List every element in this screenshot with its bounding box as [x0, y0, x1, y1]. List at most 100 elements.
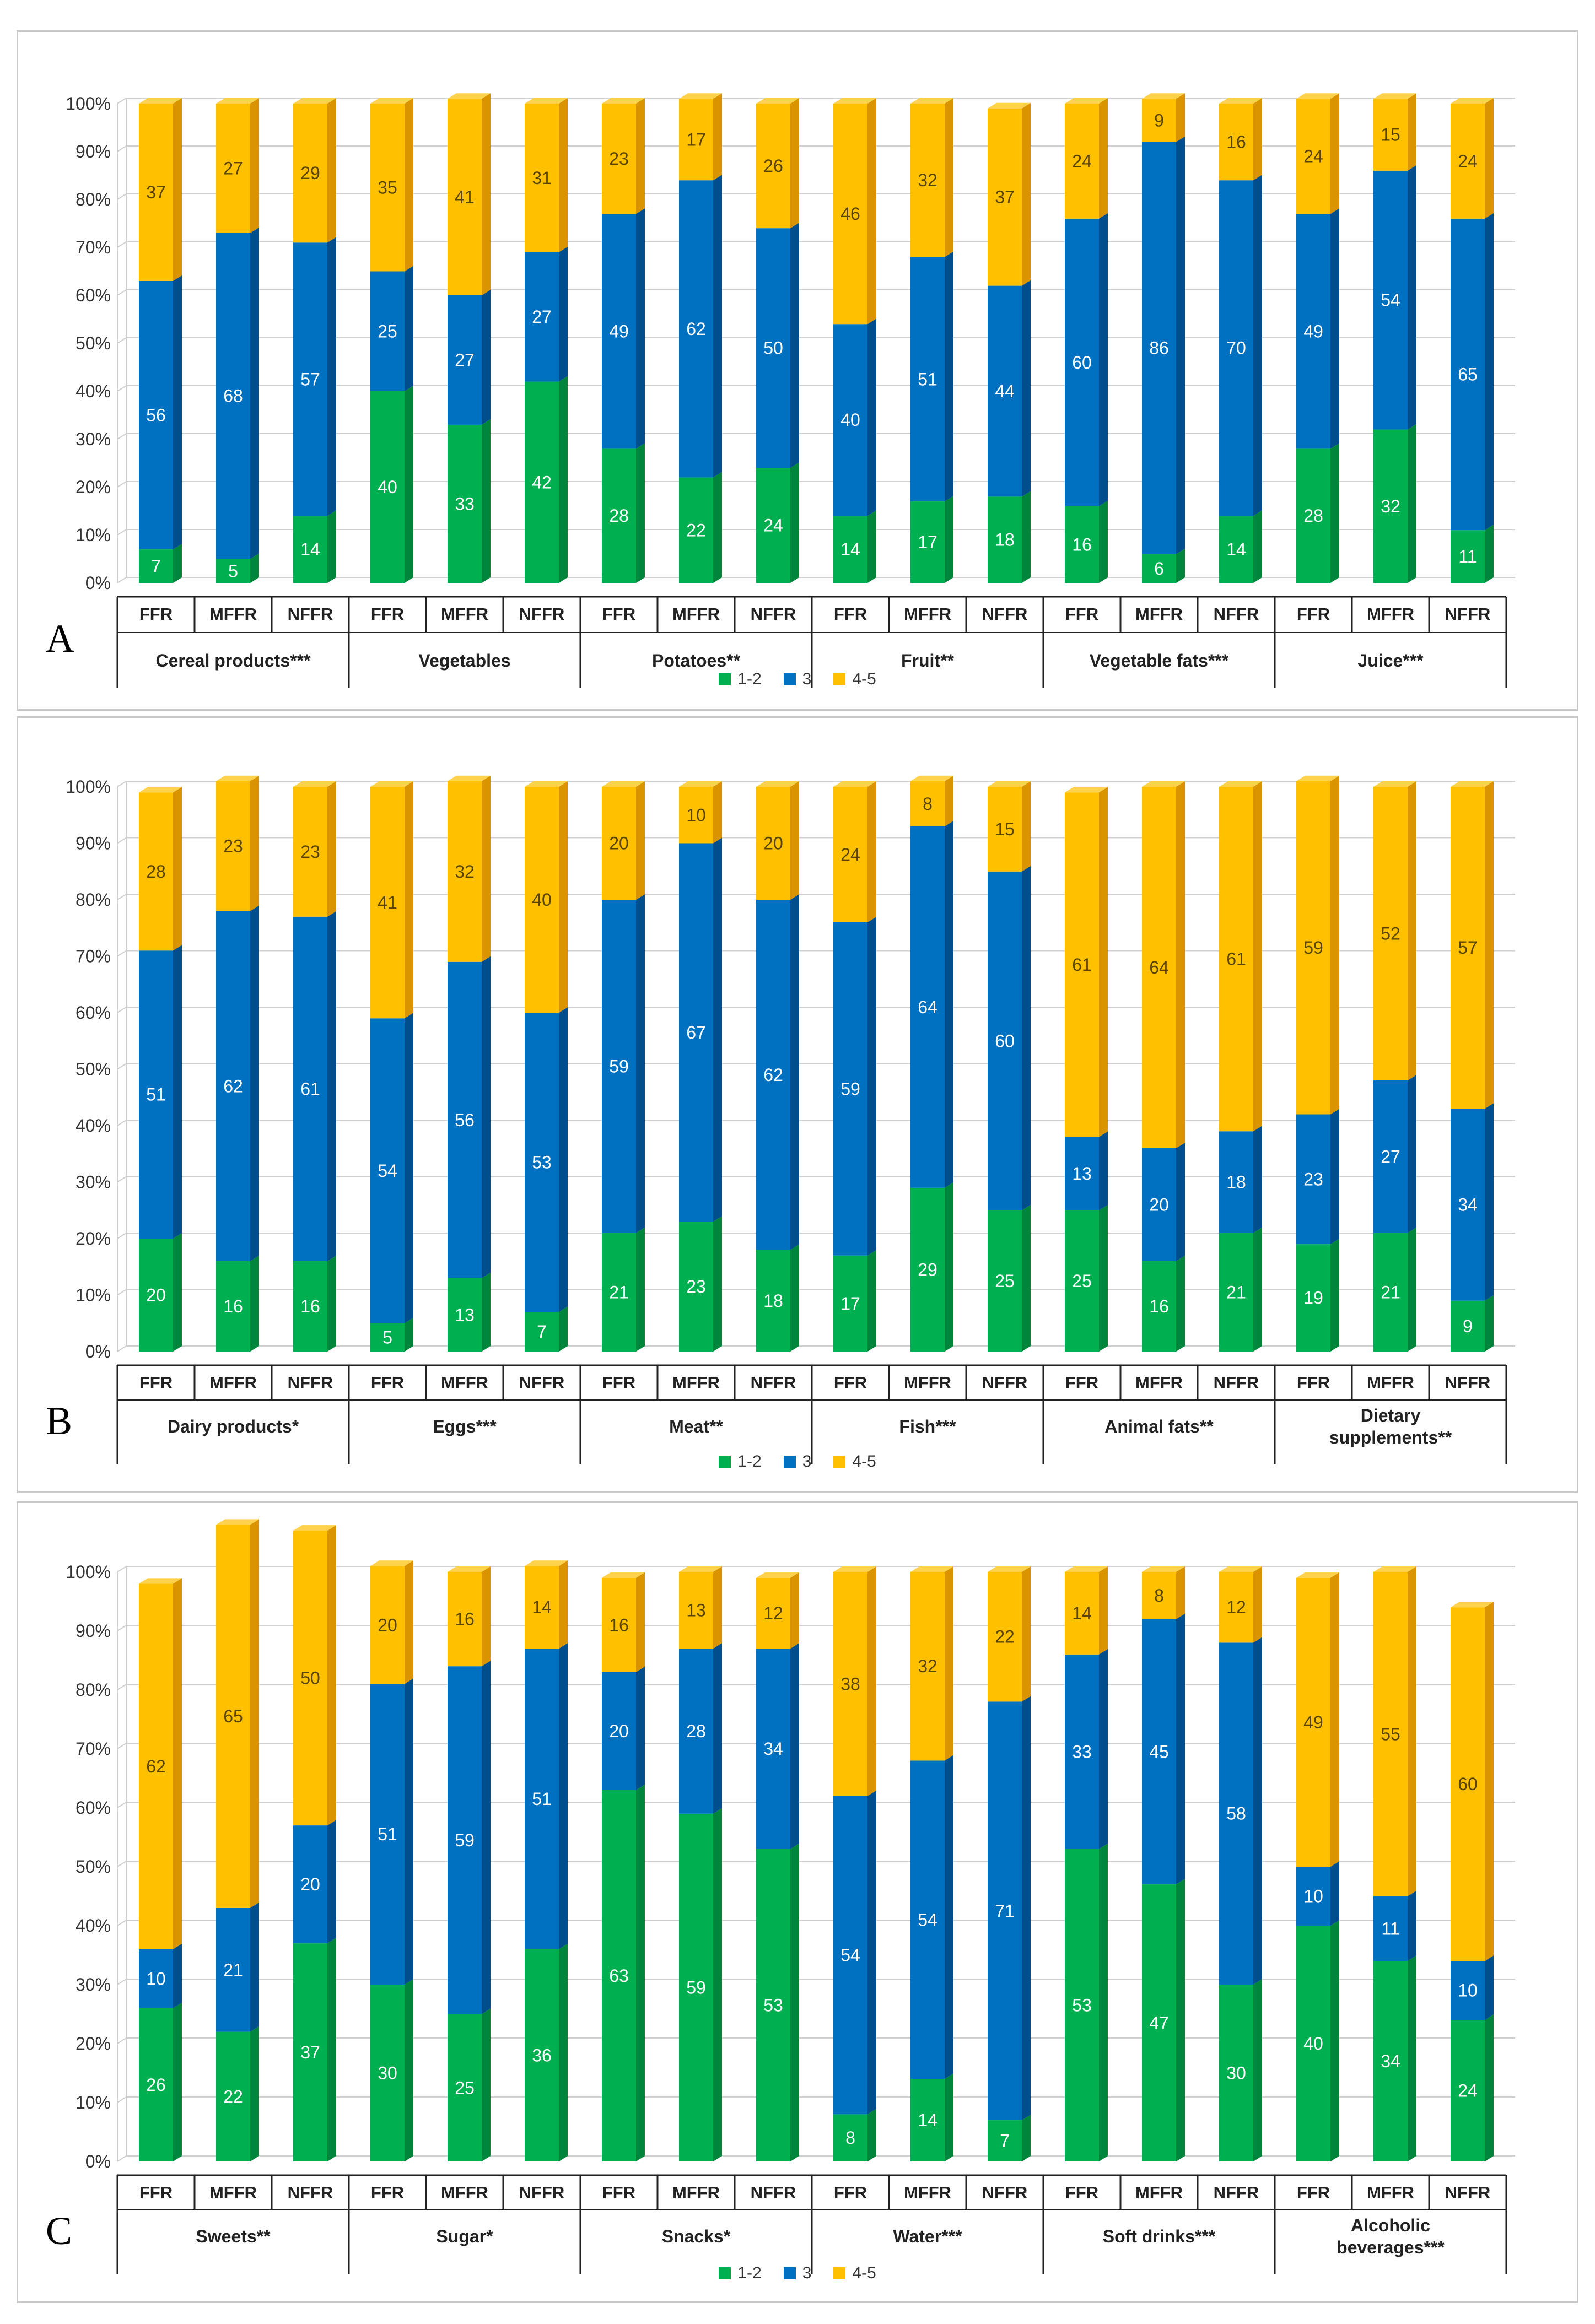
x-subcategory-label: NFFR	[519, 2183, 565, 2202]
bar-side	[173, 544, 182, 583]
data-label: 25	[995, 1271, 1015, 1291]
bar-segment	[293, 104, 327, 243]
x-group-label: Meat**	[669, 1417, 723, 1436]
bar-segment	[1451, 787, 1485, 1109]
x-subcategory-label: FFR	[371, 1373, 404, 1392]
bar-side	[327, 98, 336, 243]
bar-segment	[679, 843, 713, 1222]
bar-top	[1296, 93, 1339, 99]
bar-side	[945, 496, 953, 583]
data-label: 55	[1381, 1724, 1400, 1744]
x-group-label: Dairy products*	[168, 1417, 299, 1436]
data-label: 6	[1154, 559, 1164, 579]
bar-side	[173, 1943, 182, 2008]
bar-side	[1022, 1566, 1031, 1702]
bar-side	[1099, 500, 1108, 583]
bar-side	[636, 98, 645, 214]
bar-side	[790, 462, 799, 583]
legend-swatch	[833, 1456, 846, 1468]
y-tick-label: 0%	[85, 573, 111, 593]
x-group-label: Alcoholic beverages***	[1337, 2215, 1445, 2257]
data-label: 29	[300, 163, 320, 183]
data-label: 56	[455, 1110, 475, 1130]
gridline-slant	[117, 145, 127, 152]
bar-side	[790, 1643, 799, 1849]
data-label: 52	[1381, 924, 1400, 944]
gridline-slant	[117, 1625, 127, 1631]
data-label: 40	[532, 890, 552, 910]
data-label: 18	[763, 1291, 783, 1311]
x-subcategory-label: FFR	[1297, 604, 1330, 624]
bar-segment	[216, 2031, 250, 2161]
y-tick-label: 80%	[76, 1680, 111, 1700]
bar-segment	[1142, 1148, 1176, 1261]
bar-side	[327, 510, 336, 583]
bar-top	[216, 1519, 259, 1525]
bar-side	[559, 1007, 568, 1312]
bar-side	[1485, 1955, 1494, 2020]
bar-top	[679, 1566, 722, 1572]
bar-side	[867, 98, 876, 325]
bar-side	[327, 1256, 336, 1352]
data-label: 20	[1149, 1195, 1169, 1215]
bar-side	[173, 945, 182, 1239]
data-label: 14	[840, 539, 860, 559]
y-tick-label: 30%	[76, 429, 111, 449]
data-label: 71	[995, 1901, 1015, 1921]
bar-side	[1408, 1890, 1416, 1961]
data-label: 32	[918, 1656, 937, 1676]
data-label: 51	[532, 1789, 552, 1809]
x-subcategory-label: MFFR	[1367, 604, 1414, 624]
x-subcategory-label: FFR	[139, 2183, 173, 2202]
bar-segment	[756, 787, 790, 900]
bar-side	[250, 1902, 259, 2032]
x-group-label: Sugar*	[436, 2226, 493, 2246]
bar-segment	[756, 228, 790, 468]
data-label: 23	[609, 149, 629, 169]
bar-segment	[1373, 99, 1408, 171]
bar-side	[945, 1182, 953, 1352]
x-subcategory-label: MFFR	[672, 1373, 720, 1392]
bar-segment	[216, 1525, 250, 1908]
legend-item: 4-5	[833, 2264, 876, 2283]
bar-segment	[1451, 1109, 1485, 1301]
bar-side	[405, 386, 413, 583]
bar-side	[790, 1843, 799, 2161]
data-label: 16	[1149, 1296, 1169, 1316]
data-label: 26	[763, 156, 783, 176]
x-group-label: Fruit**	[901, 651, 955, 671]
data-label: 59	[686, 1977, 706, 1997]
bar-segment	[525, 1312, 559, 1352]
data-label: 30	[1226, 2063, 1246, 2083]
bar-side	[867, 1566, 876, 1796]
bar-side	[1176, 548, 1185, 583]
legend-label: 3	[802, 1452, 812, 1471]
bar-top	[1142, 1566, 1185, 1572]
bar-segment	[756, 1849, 790, 2161]
data-label: 37	[146, 182, 166, 202]
x-subcategory-label: NFFR	[519, 1373, 565, 1392]
data-label: 7	[151, 556, 161, 576]
data-label: 12	[763, 1603, 783, 1623]
bar-top	[602, 98, 645, 104]
bar-segment	[1373, 787, 1408, 1080]
panel-b: 0% 10% 20% 30% 40% 50% 60% 70% 80% 90% 100% 20 51 28 F…	[17, 716, 1578, 1493]
data-label: 5	[382, 1327, 392, 1347]
bar-segment	[756, 1577, 790, 1649]
bar-segment	[1373, 170, 1408, 430]
bar-side	[1253, 510, 1262, 583]
data-label: 35	[378, 177, 397, 197]
x-subcategory-label: FFR	[602, 604, 635, 624]
bar-side	[482, 775, 491, 962]
bar-top	[139, 1578, 182, 1584]
data-label: 34	[1458, 1195, 1478, 1215]
x-subcategory-label: FFR	[371, 604, 404, 624]
bar-side	[327, 911, 336, 1261]
bar-segment	[525, 252, 559, 382]
bar-segment	[679, 1572, 713, 1649]
x-group-label: Juice***	[1357, 651, 1424, 671]
bar-side	[945, 2073, 953, 2161]
data-label: 9	[1463, 1316, 1473, 1336]
bar-segment	[216, 1261, 250, 1352]
bar-side	[790, 781, 799, 900]
